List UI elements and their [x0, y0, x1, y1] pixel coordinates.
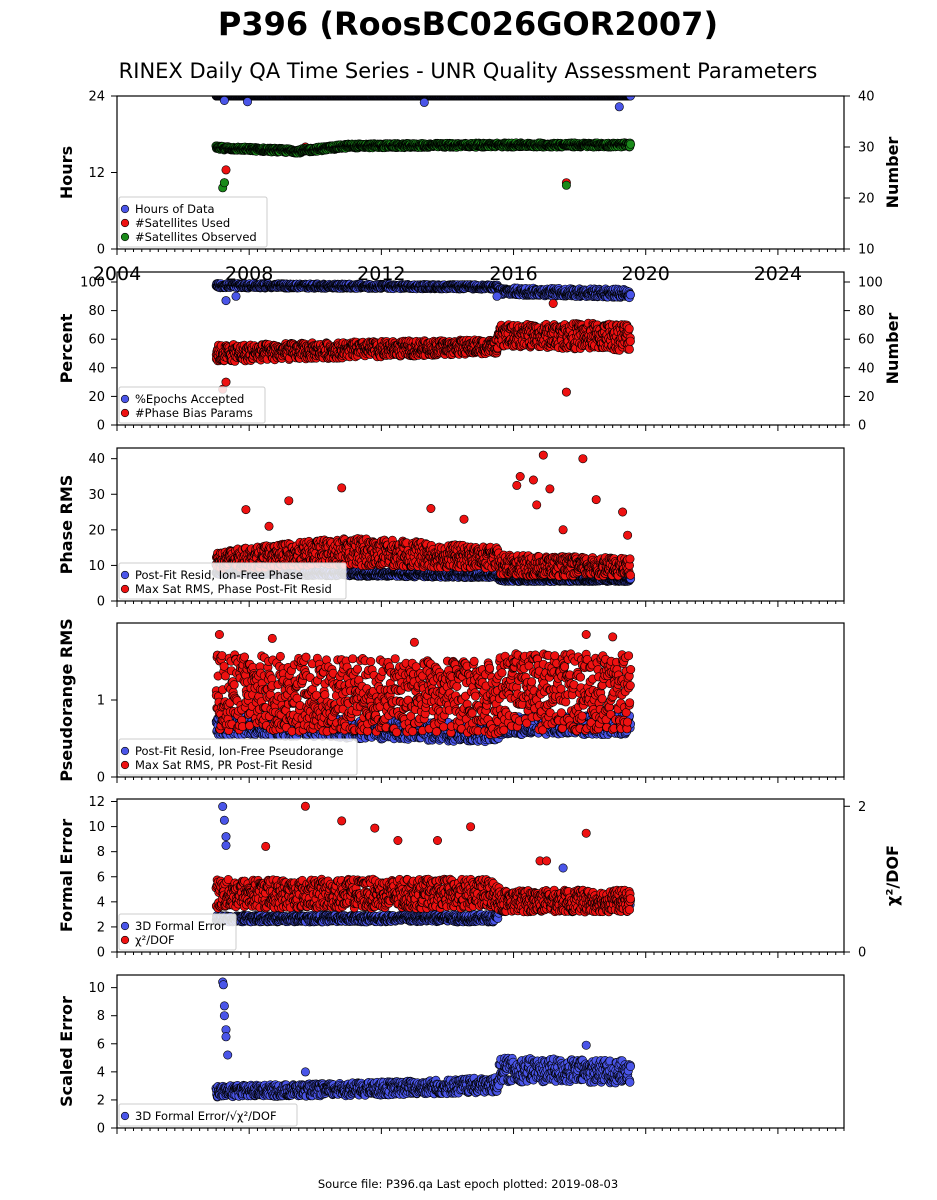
outlier-point: [231, 291, 241, 301]
legend-marker: [120, 204, 130, 214]
y2-axis-label: Number: [883, 137, 902, 209]
data-point: [624, 344, 634, 354]
legend-label: #Satellites Used: [135, 216, 230, 230]
data-point: [625, 290, 635, 300]
series-1-3: [211, 138, 636, 193]
outlier-point: [419, 97, 429, 107]
panels: 2004 2008 2012 2016 2020 202401224Hours102030…: [57, 90, 902, 1137]
legend-marker: [120, 218, 130, 228]
y2-tick-label: 40: [858, 90, 875, 105]
outlier-point: [561, 180, 571, 190]
x-tick-label: 2020: [622, 263, 670, 285]
y-tick-label: 12: [88, 166, 105, 181]
outlier-point: [219, 178, 229, 188]
outlier-point: [548, 298, 558, 308]
chart-subtitle: RINEX Daily QA Time Series - UNR Quality…: [119, 59, 818, 83]
legend: Hours of Data#Satellites Used#Satellites…: [118, 196, 268, 248]
chart-title: P396 (RoosBC026GOR2007): [218, 5, 718, 43]
outlier-point: [219, 96, 229, 106]
outlier-point: [243, 97, 253, 107]
panel-1: 2004 2008 2012 2016 2020 202401224Hours102030…: [57, 90, 902, 286]
y-axis-label: Hours: [57, 146, 76, 199]
x-tick-label: 2024: [754, 263, 802, 285]
outlier-point: [492, 291, 502, 301]
data-point: [625, 336, 635, 346]
outlier-point: [614, 102, 624, 112]
y-tick-label: 24: [88, 90, 105, 105]
data-point: [626, 139, 636, 149]
y2-tick-label: 10: [858, 243, 875, 258]
outlier-point: [221, 165, 231, 175]
legend-label: #Satellites Observed: [135, 230, 257, 244]
panel-1-marks: [211, 96, 636, 193]
legend-marker: [120, 232, 130, 242]
y2-tick-label: 30: [858, 141, 875, 156]
y2-tick-label: 20: [858, 192, 875, 207]
data-point: [624, 324, 634, 334]
outlier-point: [221, 377, 231, 387]
outlier-point: [221, 296, 231, 306]
legend-label: Hours of Data: [135, 202, 215, 216]
outlier-point: [561, 387, 571, 397]
y-tick-label: 0: [97, 243, 105, 258]
